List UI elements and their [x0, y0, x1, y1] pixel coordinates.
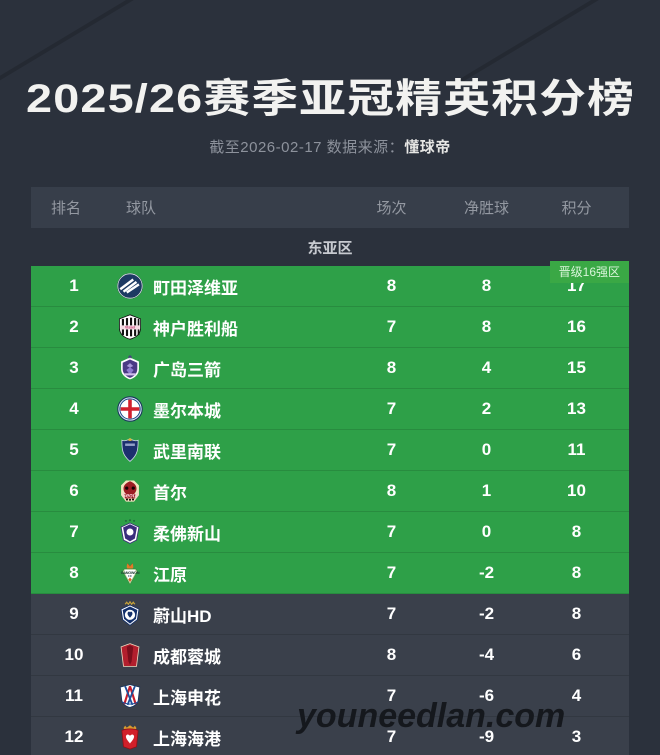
svg-text:Vissel: Vissel	[125, 326, 135, 330]
svg-text:FC: FC	[128, 574, 132, 578]
